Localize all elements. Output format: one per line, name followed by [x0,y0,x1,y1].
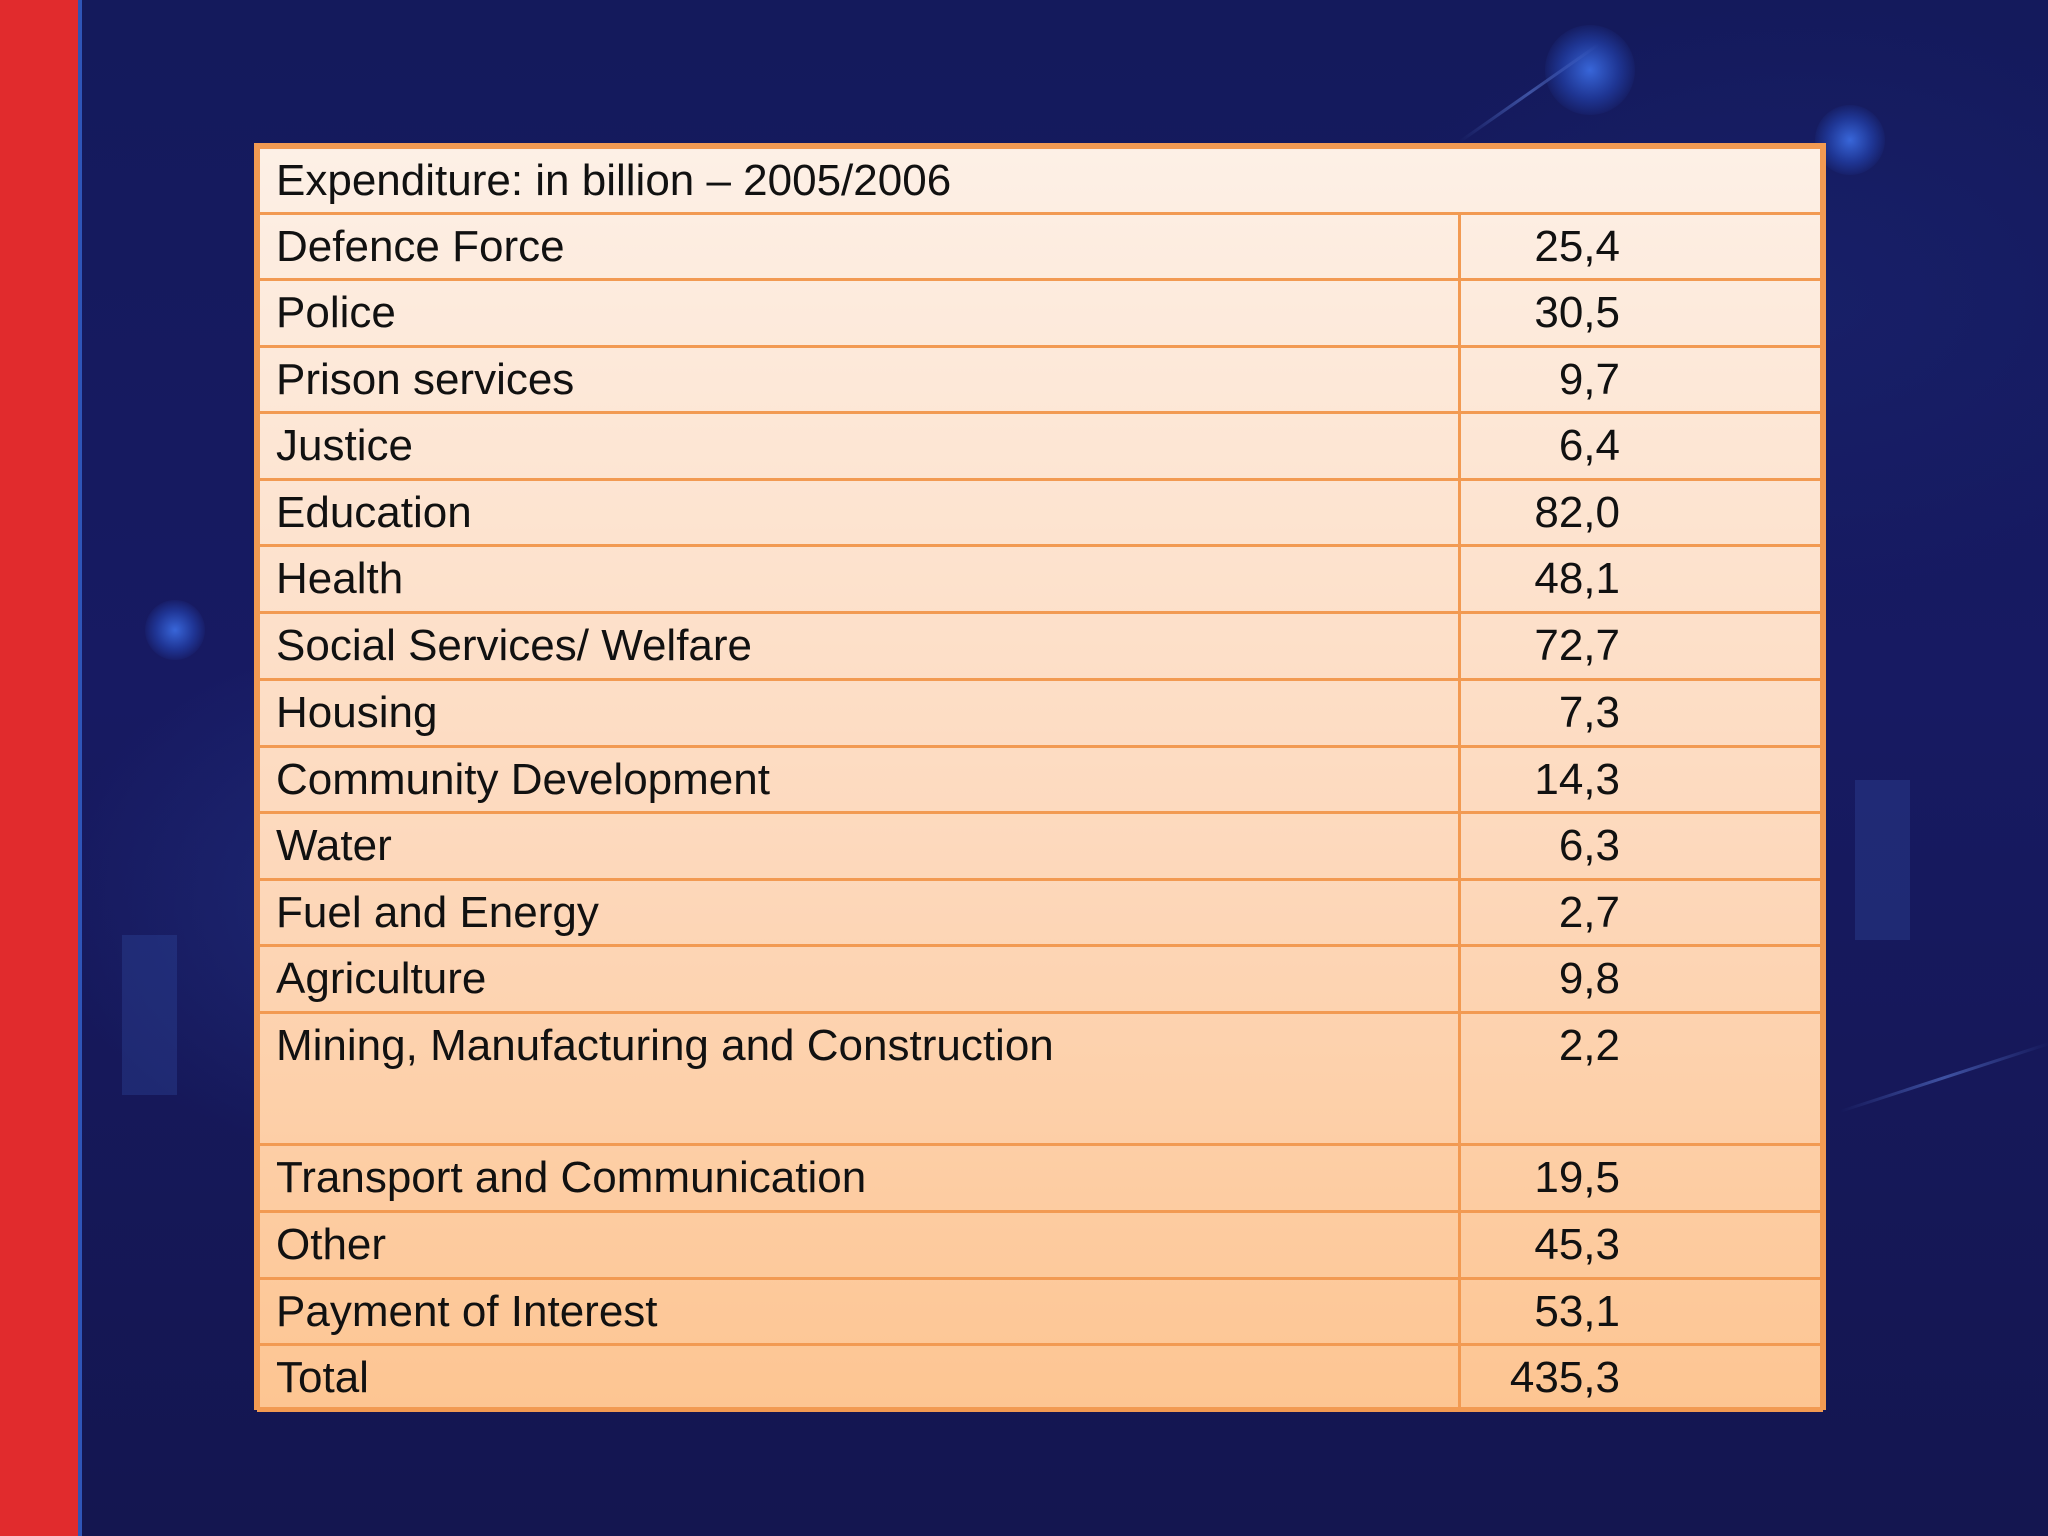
row-label: Prison services [257,345,1461,414]
row-label: Housing [257,678,1461,748]
row-value: 14,3 [1458,745,1823,814]
table-row: Community Development 14,3 [257,745,1823,814]
table-title: Expenditure: in billion – 2005/2006 [257,146,1823,215]
row-value: 19,5 [1458,1143,1823,1213]
row-value: 30,5 [1458,278,1823,348]
row-value: 435,3 [1458,1343,1823,1412]
row-value: 72,7 [1458,611,1823,681]
row-value: 6,4 [1458,411,1823,481]
table-row: Other 45,3 [257,1210,1823,1280]
row-label: Health [257,544,1461,614]
expenditure-table: Expenditure: in billion – 2005/2006 Defe… [257,146,1823,1412]
decorative-glow-dot [145,600,205,660]
table-row: Mining, Manufacturing and Construction 2,… [257,1011,1823,1146]
table-row: Housing 7,3 [257,678,1823,748]
row-value: 45,3 [1458,1210,1823,1280]
row-value: 9,8 [1458,944,1823,1014]
row-value: 53,1 [1458,1277,1823,1346]
row-label: Mining, Manufacturing and Construction [257,1011,1461,1146]
row-label: Fuel and Energy [257,878,1461,947]
table-row: Education 82,0 [257,478,1823,547]
expenditure-table-container: Expenditure: in billion – 2005/2006 Defe… [254,143,1826,1412]
row-label: Education [257,478,1461,547]
row-value: 2,7 [1458,878,1823,947]
decorative-shape [122,935,177,1095]
table-row: Prison services 9,7 [257,345,1823,414]
row-label: Agriculture [257,944,1461,1014]
table-row: Total 435,3 [257,1343,1823,1412]
row-label: Defence Force [257,212,1461,281]
row-value: 2,2 [1458,1011,1823,1146]
row-label: Social Services/ Welfare [257,611,1461,681]
table-row: Health 48,1 [257,544,1823,614]
decorative-glow-dot [1815,105,1885,175]
left-accent-bar [0,0,82,1536]
row-label: Police [257,278,1461,348]
row-value: 25,4 [1458,212,1823,281]
row-label: Total [257,1343,1461,1412]
table-row: Fuel and Energy 2,7 [257,878,1823,947]
row-label: Justice [257,411,1461,481]
row-value: 48,1 [1458,544,1823,614]
row-label: Water [257,811,1461,881]
table-row: Water 6,3 [257,811,1823,881]
row-label: Transport and Communication [257,1143,1461,1213]
row-label: Payment of Interest [257,1277,1461,1346]
row-value: 7,3 [1458,678,1823,748]
row-label: Community Development [257,745,1461,814]
decorative-shape [1855,780,1910,940]
row-value: 6,3 [1458,811,1823,881]
row-value: 82,0 [1458,478,1823,547]
decorative-line [1839,1042,2048,1113]
row-label: Other [257,1210,1461,1280]
table-row: Police 30,5 [257,278,1823,348]
table-row: Justice 6,4 [257,411,1823,481]
table-row: Agriculture 9,8 [257,944,1823,1014]
table-row: Social Services/ Welfare 72,7 [257,611,1823,681]
table-row: Transport and Communication 19,5 [257,1143,1823,1213]
table-row: Defence Force 25,4 [257,212,1823,281]
table-header-row: Expenditure: in billion – 2005/2006 [257,146,1823,215]
table-row: Payment of Interest 53,1 [257,1277,1823,1346]
row-value: 9,7 [1458,345,1823,414]
